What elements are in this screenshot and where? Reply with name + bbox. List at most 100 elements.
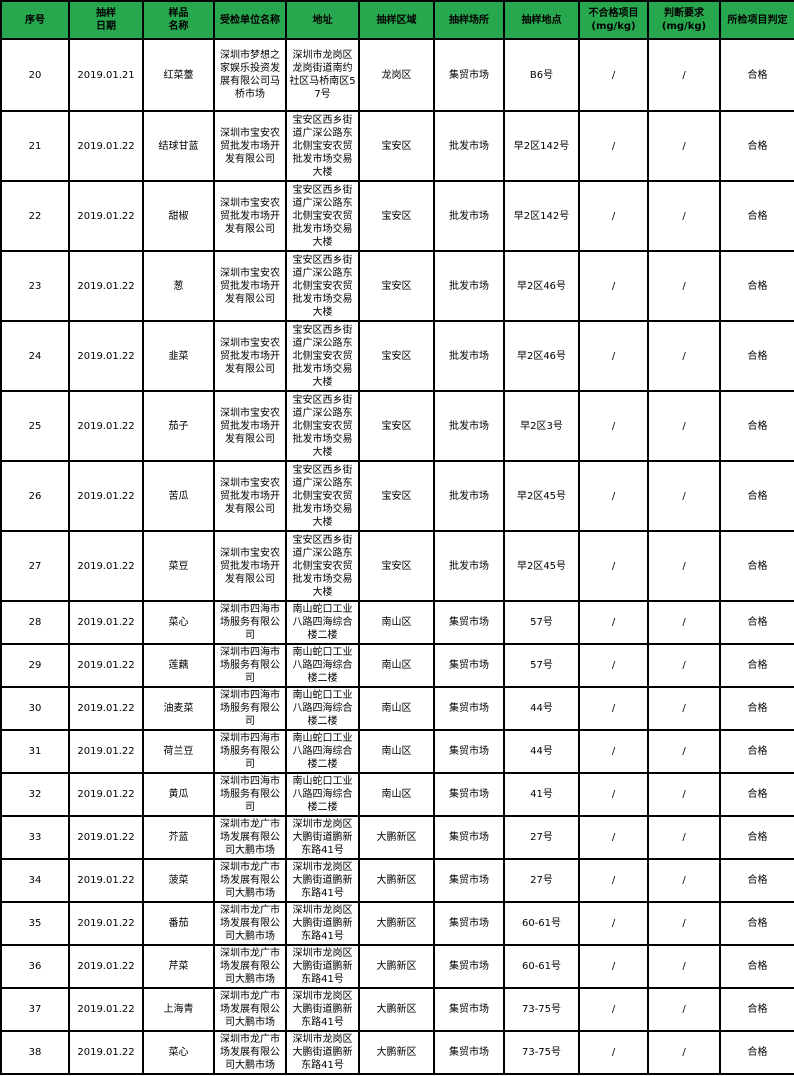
cell-region: 南山区 — [358, 600, 435, 645]
cell-sample: 莲藕 — [142, 643, 215, 688]
cell-sample: 芥蓝 — [142, 815, 215, 860]
cell-verdict: 合格 — [719, 1030, 794, 1075]
table-row: 23 2019.01.22 葱深圳市宝安农贸批发市场开发有限公司 宝安区西乡街道广深公… — [0, 250, 794, 322]
cell-sample: 油麦菜 — [142, 686, 215, 731]
table-row: 27 2019.01.22 菜豆 深圳市宝安农贸批发市场开发有限公司 宝安区西乡街道广深… — [0, 530, 794, 602]
cell-judge: / — [647, 460, 721, 532]
cell-sample: 芹菜 — [142, 944, 215, 989]
cell-spot: 44号 — [503, 729, 580, 774]
cell-judge: / — [647, 729, 721, 774]
cell-fail: / — [578, 815, 649, 860]
cell-region: 宝安区 — [358, 180, 435, 252]
cell-venue: 集贸市场 — [433, 729, 505, 774]
cell-venue: 集贸市场 — [433, 38, 505, 112]
column-header-unit: 受检单位名称 — [213, 0, 287, 40]
cell-no: 23 — [0, 250, 70, 322]
cell-no: 33 — [0, 815, 70, 860]
cell-sample: 甜椒 — [142, 180, 215, 252]
cell-spot: 早2区3号 — [503, 390, 580, 462]
cell-address: 宝安区西乡街道广深公路东北侧宝安农贸批发市场交易大楼 — [285, 110, 360, 182]
cell-venue: 批发市场 — [433, 320, 505, 392]
cell-spot: 早2区46号 — [503, 250, 580, 322]
column-header-verdict: 所检项目判定 — [719, 0, 794, 40]
column-header-venue: 抽样场所 — [433, 0, 505, 40]
cell-sample: 葱 — [142, 250, 215, 322]
table-row: 29 2019.01.22 莲藕 深圳市四海市场服务有限公司 南山蛇口工业八路四海综合楼… — [0, 643, 794, 688]
cell-address: 南山蛇口工业八路四海综合楼二楼 — [285, 729, 360, 774]
cell-no: 34 — [0, 858, 70, 903]
cell-date: 2019.01.22 — [68, 250, 144, 322]
cell-spot: 27号 — [503, 858, 580, 903]
cell-spot: 早2区45号 — [503, 530, 580, 602]
cell-address: 南山蛇口工业八路四海综合楼二楼 — [285, 600, 360, 645]
cell-region: 宝安区 — [358, 530, 435, 602]
cell-verdict: 合格 — [719, 643, 794, 688]
cell-no: 29 — [0, 643, 70, 688]
cell-no: 24 — [0, 320, 70, 392]
cell-verdict: 合格 — [719, 987, 794, 1032]
cell-address: 宝安区西乡街道广深公路东北侧宝安农贸批发市场交易大楼 — [285, 530, 360, 602]
cell-address: 深圳市龙岗区大鹏街道鹏新东路41号 — [285, 987, 360, 1032]
cell-unit: 深圳市宝安农贸批发市场开发有限公司 — [213, 110, 287, 182]
table-row: 26 2019.01.22 苦瓜 深圳市宝安农贸批发市场开发有限公司 宝安区西乡街道广深… — [0, 460, 794, 532]
cell-venue: 集贸市场 — [433, 686, 505, 731]
cell-region: 大鹏新区 — [358, 944, 435, 989]
cell-venue: 集贸市场 — [433, 1030, 505, 1075]
cell-unit: 深圳市宝安农贸批发市场开发有限公司 — [213, 320, 287, 392]
table-row: 35 2019.01.22 番茄 深圳市龙广市场发展有限公司大鹏市场 深圳市龙岗区大鹏街… — [0, 901, 794, 946]
cell-verdict: 合格 — [719, 815, 794, 860]
cell-unit: 深圳市龙广市场发展有限公司大鹏市场 — [213, 815, 287, 860]
cell-address: 宝安区西乡街道广深公路东北侧宝安农贸批发市场交易大楼 — [285, 250, 360, 322]
cell-judge: / — [647, 530, 721, 602]
cell-unit: 深圳市宝安农贸批发市场开发有限公司 — [213, 180, 287, 252]
cell-no: 37 — [0, 987, 70, 1032]
table-row: 34 2019.01.22 菠菜 深圳市龙广市场发展有限公司大鹏市场 深圳市龙岗区大鹏街… — [0, 858, 794, 903]
cell-sample: 菜心 — [142, 600, 215, 645]
column-header-address: 地址 — [285, 0, 360, 40]
cell-date: 2019.01.22 — [68, 815, 144, 860]
cell-date: 2019.01.22 — [68, 110, 144, 182]
cell-region: 大鹏新区 — [358, 901, 435, 946]
cell-spot: 73-75号 — [503, 1030, 580, 1075]
cell-judge: / — [647, 944, 721, 989]
cell-spot: 早2区45号 — [503, 460, 580, 532]
cell-date: 2019.01.22 — [68, 390, 144, 462]
cell-unit: 深圳市龙广市场发展有限公司大鹏市场 — [213, 987, 287, 1032]
cell-venue: 批发市场 — [433, 530, 505, 602]
cell-address: 深圳市龙岗区大鹏街道鹏新东路41号 — [285, 858, 360, 903]
cell-sample: 荷兰豆 — [142, 729, 215, 774]
cell-region: 南山区 — [358, 772, 435, 817]
cell-date: 2019.01.22 — [68, 460, 144, 532]
table-row: 20 2019.01.21 红菜薹 深圳市梦想之家娱乐投资发展有限公司马桥市场 深圳市龙… — [0, 38, 794, 112]
cell-spot: 早2区142号 — [503, 180, 580, 252]
cell-judge: / — [647, 390, 721, 462]
cell-fail: / — [578, 901, 649, 946]
cell-date: 2019.01.22 — [68, 858, 144, 903]
cell-venue: 批发市场 — [433, 250, 505, 322]
cell-date: 2019.01.21 — [68, 38, 144, 112]
cell-sample: 上海青 — [142, 987, 215, 1032]
header-row: 序号 抽样 日期 样品 名称 受检单位名称 地址 抽样区域 抽样场所 抽样地点 不合格项目 (m… — [0, 0, 794, 40]
cell-date: 2019.01.22 — [68, 944, 144, 989]
cell-unit: 深圳市龙广市场发展有限公司大鹏市场 — [213, 1030, 287, 1075]
table-row: 30 2019.01.22 油麦菜 深圳市四海市场服务有限公司 南山蛇口工业八路四海综合… — [0, 686, 794, 731]
cell-spot: 57号 — [503, 643, 580, 688]
cell-judge: / — [647, 901, 721, 946]
cell-venue: 集贸市场 — [433, 944, 505, 989]
cell-no: 30 — [0, 686, 70, 731]
cell-verdict: 合格 — [719, 250, 794, 322]
cell-address: 深圳市龙岗区大鹏街道鹏新东路41号 — [285, 1030, 360, 1075]
cell-no: 26 — [0, 460, 70, 532]
table-row: 38 2019.01.22 菜心 深圳市龙广市场发展有限公司大鹏市场 深圳市龙岗区大鹏街… — [0, 1030, 794, 1075]
cell-address: 深圳市龙岗区大鹏街道鹏新东路41号 — [285, 901, 360, 946]
cell-region: 龙岗区 — [358, 38, 435, 112]
table-row: 36 2019.01.22 芹菜 深圳市龙广市场发展有限公司大鹏市场 深圳市龙岗区大鹏街… — [0, 944, 794, 989]
cell-judge: / — [647, 180, 721, 252]
cell-venue: 集贸市场 — [433, 858, 505, 903]
cell-sample: 菜心 — [142, 1030, 215, 1075]
cell-unit: 深圳市四海市场服务有限公司 — [213, 643, 287, 688]
cell-region: 南山区 — [358, 686, 435, 731]
cell-venue: 集贸市场 — [433, 987, 505, 1032]
cell-venue: 集贸市场 — [433, 772, 505, 817]
cell-verdict: 合格 — [719, 600, 794, 645]
